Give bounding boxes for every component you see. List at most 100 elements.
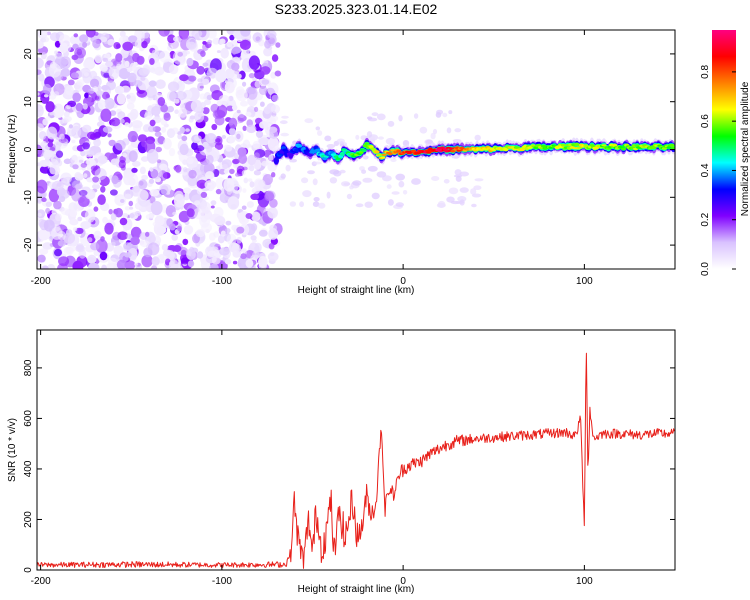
- noise-blob: [210, 205, 215, 209]
- spectrogram-marks: [37, 30, 675, 269]
- noise-blob: [148, 178, 155, 184]
- noise-blob: [150, 166, 162, 180]
- noise-blob: [60, 68, 71, 77]
- noise-blob: [459, 171, 470, 177]
- noise-blob: [201, 222, 212, 233]
- noise-blob: [318, 202, 326, 209]
- noise-blob: [206, 154, 214, 165]
- noise-blob: [199, 93, 206, 100]
- spectral-ridge-point: [442, 147, 448, 151]
- noise-blob: [242, 125, 247, 131]
- noise-blob: [474, 134, 481, 141]
- noise-blob: [245, 213, 253, 219]
- noise-blob: [241, 170, 246, 176]
- noise-blob: [97, 155, 108, 164]
- noise-blob: [176, 80, 185, 92]
- noise-blob: [307, 170, 315, 175]
- noise-blob: [226, 233, 237, 246]
- noise-blob: [207, 182, 212, 186]
- noise-blob: [260, 101, 265, 107]
- noise-blob: [454, 128, 462, 133]
- noise-blob: [193, 135, 202, 142]
- noise-blob: [133, 124, 142, 133]
- noise-blob: [58, 256, 70, 267]
- noise-blob: [55, 213, 62, 222]
- snr-ticks: -200 -100 0 100 0 200 400 600 800: [23, 330, 675, 587]
- noise-blob: [124, 252, 132, 258]
- noise-blob: [174, 91, 187, 101]
- noise-blob: [281, 115, 289, 119]
- noise-blob: [110, 158, 120, 166]
- noise-blob: [232, 260, 238, 265]
- x-tick-label: 0: [400, 276, 406, 287]
- noise-blob: [202, 78, 210, 85]
- x-tick-label: 0: [400, 576, 406, 587]
- noise-blob: [148, 80, 157, 87]
- noise-blob: [138, 67, 150, 76]
- noise-blob: [312, 201, 320, 207]
- noise-blob: [226, 30, 235, 35]
- noise-blob: [210, 200, 217, 206]
- spectral-ridge-point: [670, 147, 675, 150]
- spectral-ridge-point: [377, 153, 383, 157]
- noise-blob: [130, 108, 139, 120]
- noise-blob: [186, 208, 195, 218]
- noise-blob: [115, 53, 123, 63]
- noise-blob: [110, 189, 118, 196]
- noise-blob: [268, 243, 275, 250]
- noise-blob: [120, 199, 125, 203]
- noise-blob: [239, 39, 251, 51]
- noise-blob: [264, 192, 275, 202]
- noise-blob: [73, 33, 79, 38]
- spectral-ridge-point: [634, 144, 640, 147]
- noise-blob: [152, 221, 159, 227]
- noise-blob: [183, 193, 190, 201]
- noise-blob: [146, 149, 159, 164]
- noise-blob: [39, 159, 50, 168]
- colorbar-tick-label: 0.8: [700, 64, 711, 78]
- noise-blob: [211, 256, 221, 265]
- noise-blob: [149, 58, 155, 65]
- noise-blob: [252, 32, 263, 43]
- noise-blob: [49, 61, 57, 69]
- noise-blob: [202, 141, 209, 148]
- noise-blob: [259, 121, 269, 129]
- colorbar-gradient: [712, 30, 736, 269]
- noise-blob: [101, 84, 109, 91]
- noise-blob: [77, 216, 83, 222]
- noise-blob: [315, 126, 321, 131]
- noise-blob: [302, 190, 312, 198]
- noise-blob: [63, 158, 72, 165]
- colorbar-tick-label: 0.0: [700, 262, 711, 276]
- noise-blob: [53, 91, 60, 97]
- noise-blob: [232, 158, 240, 165]
- noise-blob: [127, 130, 139, 143]
- noise-blob: [149, 189, 160, 197]
- noise-blob: [141, 40, 148, 49]
- noise-blob: [75, 183, 84, 190]
- noise-blob: [115, 139, 126, 151]
- noise-blob: [267, 207, 278, 219]
- noise-blob: [329, 177, 338, 184]
- spectral-ridge-point: [396, 149, 402, 153]
- noise-blob: [470, 188, 477, 195]
- x-tick-label: 100: [576, 276, 593, 287]
- noise-blob: [87, 254, 97, 264]
- spectral-ridge-point: [315, 148, 321, 152]
- noise-blob: [200, 50, 206, 57]
- noise-blob: [241, 205, 247, 210]
- noise-blob: [54, 248, 62, 257]
- y-tick-label: 200: [23, 511, 34, 528]
- noise-blob: [46, 31, 51, 36]
- noise-blob: [107, 133, 112, 138]
- noise-blob: [114, 207, 123, 218]
- noise-blob: [124, 193, 132, 200]
- noise-blob: [37, 179, 48, 194]
- noise-blob: [193, 208, 205, 220]
- noise-blob: [94, 54, 103, 64]
- noise-blob: [154, 225, 167, 235]
- noise-blob: [367, 165, 378, 172]
- noise-blob: [108, 139, 116, 147]
- noise-blob: [131, 167, 138, 173]
- noise-blob: [110, 117, 121, 127]
